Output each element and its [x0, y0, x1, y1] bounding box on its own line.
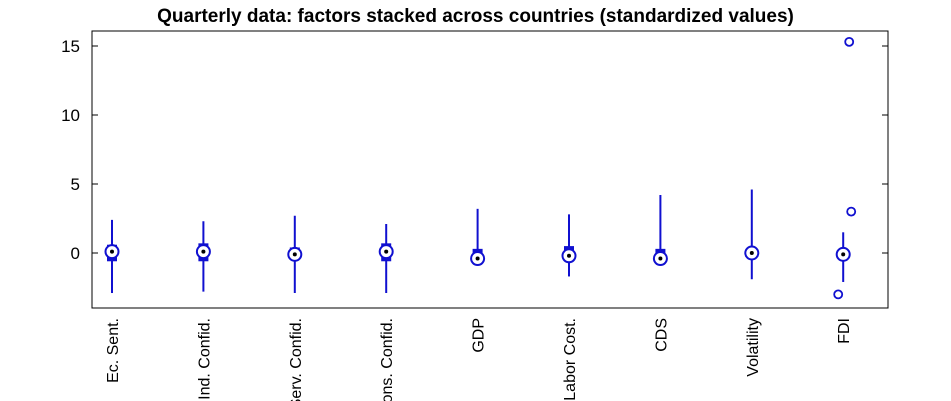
box-4: [378, 224, 394, 294]
median-dot: [110, 249, 114, 254]
outlier-point: [846, 206, 857, 217]
box-5: [470, 208, 486, 267]
axis-ticks: 0 5 10 15: [61, 37, 888, 263]
box-2: [195, 221, 211, 292]
outlier-point: [844, 36, 855, 47]
category-label: Volatility: [745, 318, 762, 377]
median-dot: [749, 251, 754, 255]
box-6: [561, 214, 577, 277]
box-8: [744, 189, 760, 280]
y-tick-label: 10: [61, 106, 80, 125]
y-tick-label: 5: [71, 175, 80, 194]
category-label: FDI: [836, 318, 853, 344]
y-tick-label: 0: [71, 244, 80, 263]
category-label: Labor Cost.: [562, 318, 579, 401]
box-1: [104, 219, 120, 294]
chart-title: Quarterly data: factors stacked across c…: [157, 6, 794, 27]
median-dot: [841, 252, 846, 257]
category-label: Ind. Confid.: [196, 318, 213, 400]
y-tick-label: 15: [61, 37, 80, 56]
category-label: GDP: [471, 318, 488, 353]
median-dot: [384, 249, 389, 254]
box-3: [287, 215, 303, 294]
boxes: [104, 36, 857, 300]
category-label: Cons. Confid.: [379, 318, 396, 401]
median-dot: [201, 249, 206, 254]
category-label: Serv. Confid.: [288, 318, 305, 401]
category-labels: Ec. Sent. Ind. Confid. Serv. Confid. Cons. …: [105, 318, 853, 401]
median-dot: [567, 253, 571, 258]
median-dot: [658, 256, 663, 261]
box-9: [833, 36, 857, 300]
box-7: [652, 195, 668, 267]
median-dot: [292, 252, 297, 257]
outlier-point: [833, 289, 844, 300]
category-label: CDS: [653, 318, 670, 352]
median-dot: [475, 256, 480, 261]
plot-frame: [91, 30, 889, 309]
category-label: Ec. Sent.: [105, 318, 122, 383]
